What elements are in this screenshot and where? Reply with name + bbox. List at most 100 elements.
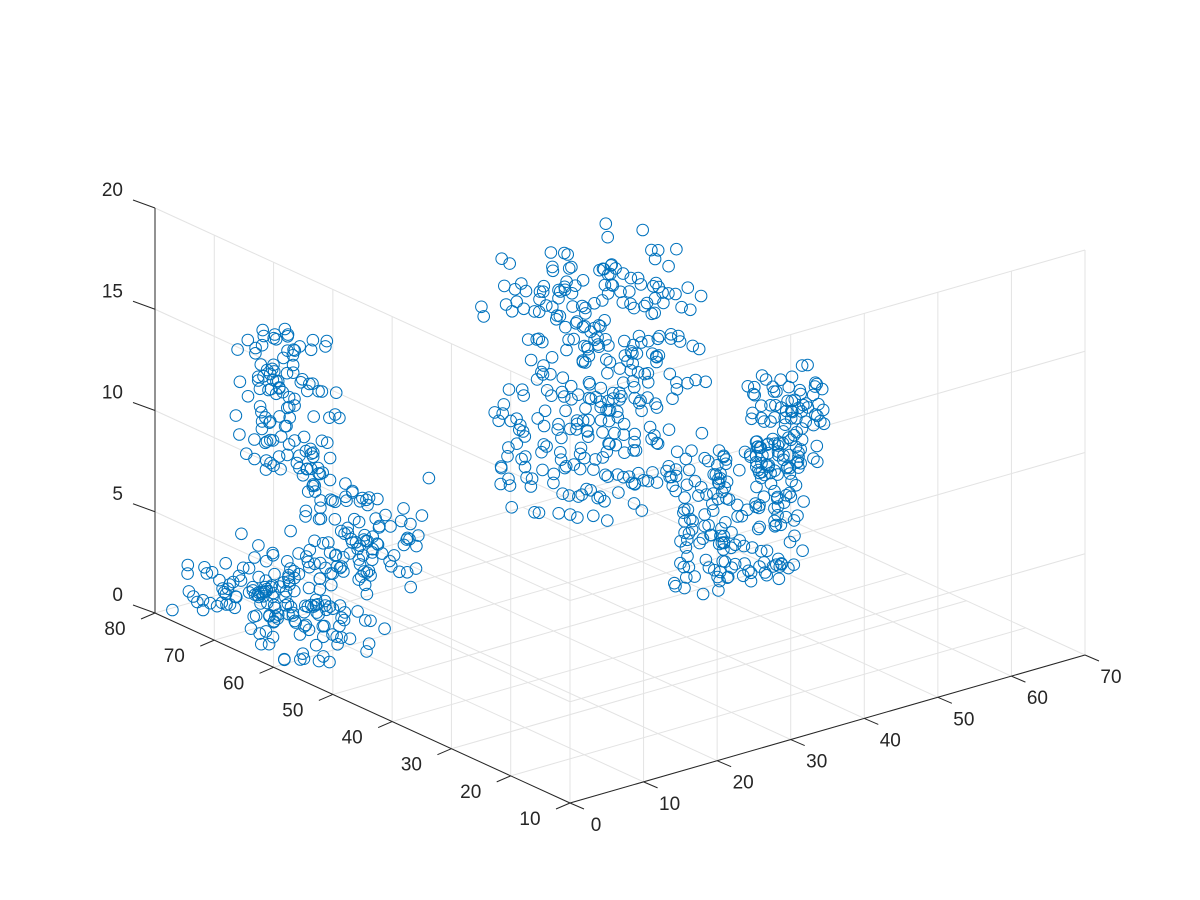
data-point (559, 460, 573, 473)
data-point (558, 246, 571, 260)
data-point (750, 435, 764, 448)
data-point (366, 546, 379, 559)
data-point (555, 385, 569, 399)
data-point (758, 566, 772, 579)
data-point (536, 335, 549, 349)
data-point (593, 490, 607, 504)
grid-line (154, 511, 571, 703)
data-point (774, 518, 788, 532)
data-point (362, 491, 376, 504)
data-point (591, 491, 605, 505)
data-point (308, 557, 321, 571)
data-point (562, 489, 576, 502)
data-point (259, 463, 273, 476)
data-point (569, 279, 582, 293)
data-point (516, 425, 530, 438)
z-tick-label: 5 (112, 484, 123, 505)
data-point (648, 429, 661, 442)
data-point (738, 557, 751, 570)
data-point (318, 619, 331, 633)
data-point (678, 581, 691, 595)
tick-labels: 0 10 20 30 40 50 60 70 10 20 30 40 50 60 70 80 0 5 10 15 20 (102, 180, 1122, 836)
data-point (555, 431, 568, 445)
data-point (628, 477, 642, 490)
data-point (268, 328, 282, 341)
data-point (361, 498, 374, 512)
data-point (257, 370, 270, 383)
data-point (400, 533, 414, 546)
data-point (415, 509, 429, 522)
data-point (760, 568, 774, 582)
data-point (748, 388, 762, 402)
data-point (254, 585, 268, 599)
data-point (182, 585, 196, 598)
grid-line (392, 573, 908, 723)
z-tick (132, 503, 156, 513)
data-point (279, 599, 292, 612)
data-point (495, 252, 509, 266)
z-tick-label: 20 (102, 180, 123, 201)
data-point (808, 380, 822, 393)
data-point (591, 331, 604, 344)
data-point (791, 455, 805, 468)
data-point (328, 513, 342, 526)
data-point (627, 301, 641, 315)
data-point (198, 561, 211, 574)
data-point (242, 586, 256, 599)
y-tick (140, 612, 156, 620)
y-axis-line (154, 612, 571, 804)
data-point (717, 449, 731, 463)
data-point (497, 398, 511, 411)
data-point (503, 479, 517, 492)
data-point (560, 275, 573, 289)
data-point (611, 411, 625, 424)
data-point (331, 638, 344, 651)
data-point (649, 276, 663, 290)
data-point (524, 353, 538, 367)
data-point (772, 572, 786, 586)
data-point (702, 561, 716, 574)
data-point (299, 444, 313, 458)
data-point (606, 279, 620, 292)
data-point (299, 510, 312, 523)
data-point (679, 541, 693, 554)
data-point (740, 503, 754, 517)
data-point (334, 524, 348, 538)
data-point (609, 438, 623, 452)
data-point (629, 444, 643, 457)
data-point (663, 470, 677, 484)
data-point (784, 433, 798, 447)
data-point (626, 347, 639, 360)
data-point (397, 502, 410, 515)
data-point (252, 570, 266, 584)
data-point (582, 376, 596, 389)
data-point (720, 475, 734, 489)
data-point (668, 576, 681, 590)
data-point (755, 465, 769, 479)
data-point (744, 566, 758, 580)
data-point (666, 479, 680, 493)
data-point (287, 343, 300, 357)
data-point (404, 580, 418, 594)
axes (132, 199, 1100, 810)
data-point (770, 492, 784, 505)
data-point (588, 297, 601, 310)
data-point (281, 401, 294, 415)
data-point (308, 534, 321, 548)
data-point (400, 566, 414, 579)
data-point (203, 596, 217, 610)
data-point (510, 437, 524, 451)
data-point (249, 341, 262, 355)
data-point (688, 474, 702, 488)
data-point (721, 570, 735, 584)
x-tick (937, 696, 953, 704)
data-point (559, 320, 572, 334)
y-tick (377, 721, 393, 729)
data-point (627, 338, 640, 352)
data-point (764, 477, 778, 491)
data-point (301, 384, 314, 398)
data-point (683, 512, 697, 526)
y-tick-label: 80 (104, 619, 125, 640)
data-point (281, 344, 294, 358)
data-point (258, 585, 272, 599)
